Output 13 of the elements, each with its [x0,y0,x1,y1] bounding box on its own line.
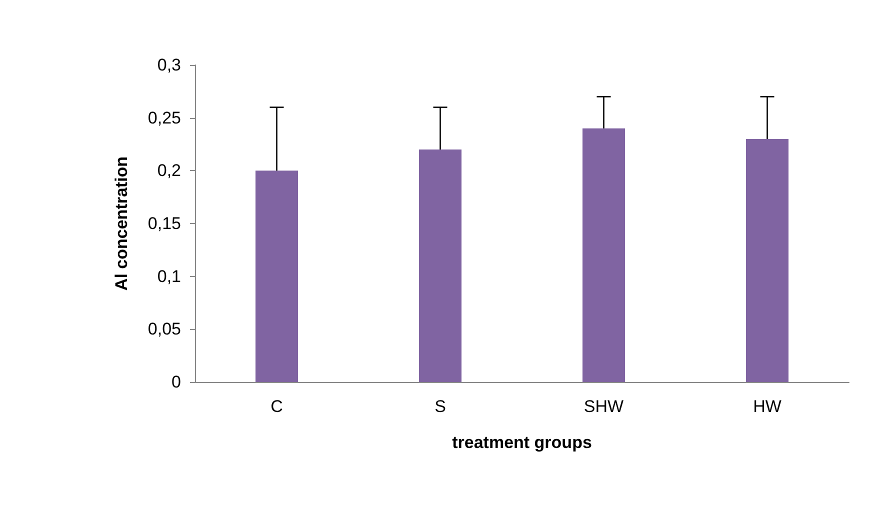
x-tick-label: C [270,397,283,416]
y-tick-label: 0,15 [148,214,181,233]
x-axis-title: treatment groups [452,433,592,452]
x-tick-label: HW [753,397,782,416]
x-tick-label: SHW [584,397,624,416]
y-axis-title: Al concentration [112,156,131,291]
x-tick-label: S [434,397,446,416]
y-tick-label: 0,05 [148,320,181,339]
y-tick-label: 0,25 [148,108,181,128]
y-tick-label: 0,2 [157,161,181,180]
y-tick-label: 0,3 [157,56,181,74]
y-tick-label: 0 [172,372,181,392]
y-tick-label: 0,1 [157,266,181,286]
